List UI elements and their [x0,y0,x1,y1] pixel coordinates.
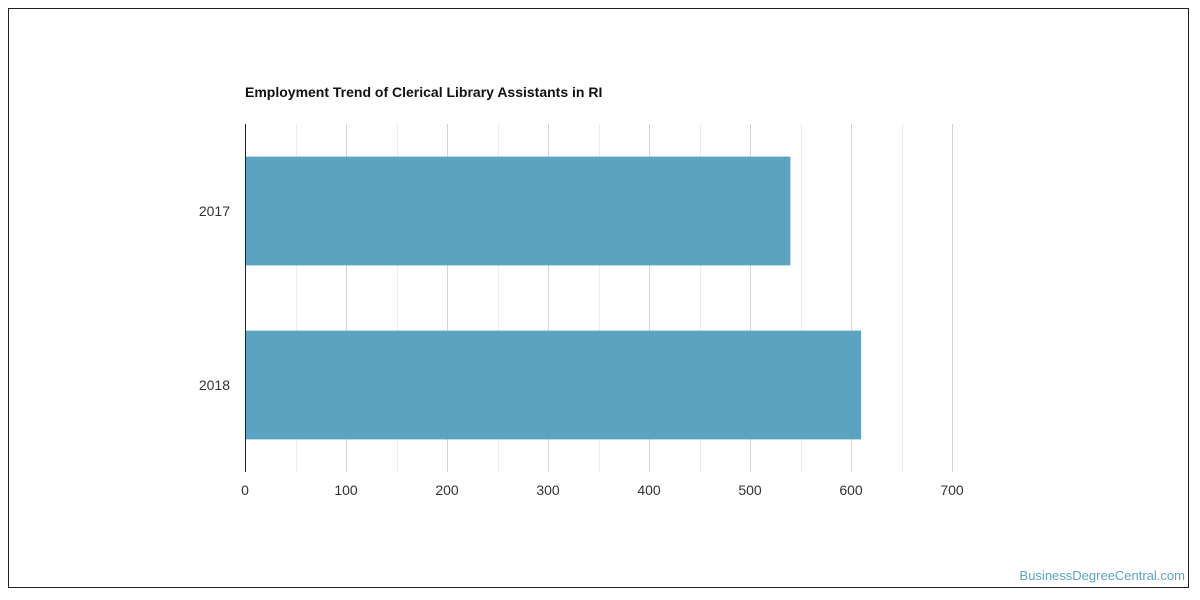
bar-2018 [245,330,862,440]
x-tick-label: 300 [536,482,560,498]
x-tick-label: 100 [334,482,358,498]
tick-labels: 2017 2018 0 100 200 300 400 500 600 700 [199,203,964,498]
y-tick-label: 2018 [199,377,230,393]
bars [245,156,862,440]
x-tick-label: 700 [940,482,964,498]
x-tick-label: 400 [637,482,661,498]
chart-title: Employment Trend of Clerical Library Ass… [245,84,603,100]
x-tick-label: 500 [738,482,762,498]
chart-frame [8,8,1189,588]
x-tick-label: 200 [435,482,459,498]
x-tick-label: 600 [839,482,863,498]
x-tick-label: 0 [241,482,249,498]
watermark-link[interactable]: BusinessDegreeCentral.com [1019,568,1185,583]
y-tick-label: 2017 [199,203,230,219]
bar-2017 [245,156,791,266]
